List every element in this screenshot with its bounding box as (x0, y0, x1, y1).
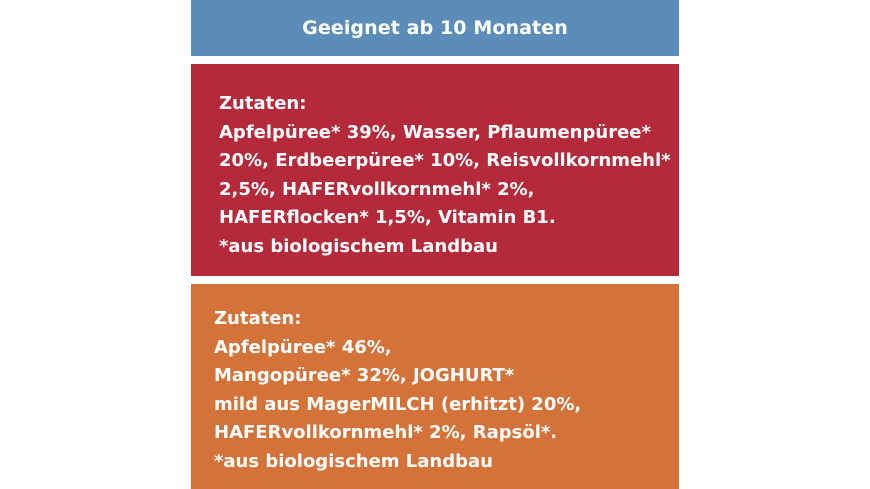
ingredients-panel-red: Zutaten: Apfelpüree* 39%, Wasser, Pflaum… (191, 64, 679, 276)
ingredients-line: 2,5%, HAFERvollkornmehl* 2%, (219, 178, 535, 200)
age-suitability-banner: Geeignet ab 10 Monaten (191, 0, 679, 56)
ingredients-line: HAFERflocken* 1,5%, Vitamin B1. (219, 207, 556, 228)
ingredients-line: 20%, Erdbeerpüree* 10%, Reisvollkornmehl… (219, 150, 671, 171)
organic-footnote: *aus biologischem Landbau (214, 450, 493, 472)
ingredients-line: Apfelpüree* 39%, Wasser, Pflaumenpüree* (219, 121, 651, 143)
ingredients-line: HAFERvollkornmehl* 2%, Rapsöl*. (214, 422, 558, 443)
age-suitability-title: Geeignet ab 10 Monaten (302, 17, 568, 39)
ingredients-line: mild aus MagerMILCH (erhitzt) 20%, (214, 393, 582, 415)
ingredients-heading: Zutaten: (214, 308, 302, 329)
ingredients-heading: Zutaten: (219, 93, 307, 114)
ingredients-line: Apfelpüree* 46%, (214, 336, 392, 358)
ingredients-line: Mangopüree* 32%, JOGHURT* (214, 365, 515, 386)
ingredients-panel-orange: Zutaten: Apfelpüree* 46%, Mangopüree* 32… (191, 284, 679, 489)
organic-footnote: *aus biologischem Landbau (219, 235, 498, 257)
